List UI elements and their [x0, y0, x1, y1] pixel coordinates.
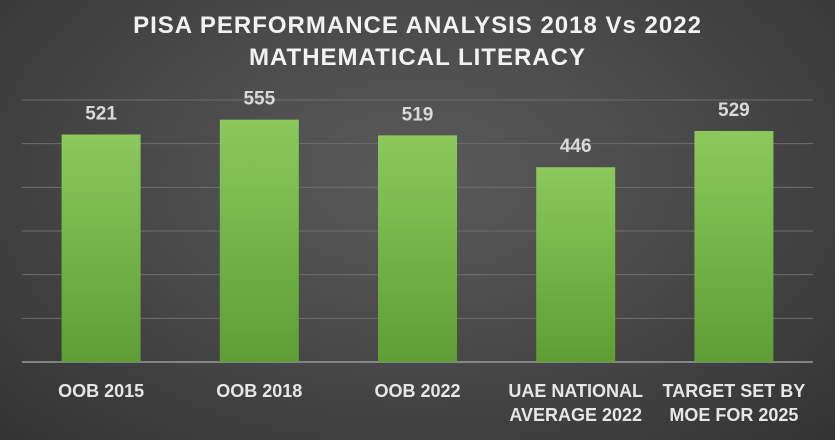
- value-label: 519: [402, 104, 434, 125]
- value-label: 555: [243, 89, 275, 110]
- category-labels: OOB 2015 OOB 2018 OOB 2022 UAE NATIONAL AVER…: [58, 381, 805, 425]
- bar: [536, 167, 616, 362]
- category-label: TARGET SET BY: [663, 381, 806, 401]
- category-label: UAE NATIONAL: [508, 381, 643, 401]
- category-label: OOB 2022: [374, 381, 460, 401]
- category-label: OOB 2018: [216, 381, 302, 401]
- category-label: OOB 2015: [58, 381, 144, 401]
- bar: [694, 131, 774, 362]
- value-label: 529: [718, 100, 750, 121]
- bar: [219, 119, 299, 363]
- category-label: AVERAGE 2022: [509, 405, 642, 425]
- bar: [61, 134, 141, 362]
- bars: [61, 119, 774, 363]
- bar: [378, 135, 457, 362]
- chart-title-line-1: PISA PERFORMANCE ANALYSIS 2018 Vs 2022: [133, 12, 702, 39]
- value-label: 521: [85, 103, 117, 124]
- chart-title: PISA PERFORMANCE ANALYSIS 2018 Vs 2022 M…: [0, 10, 835, 74]
- value-labels: 521 555 519 446 529: [85, 89, 750, 158]
- category-label: MOE FOR 2025: [669, 405, 798, 425]
- chart-title-line-2: MATHEMATICAL LITERACY: [249, 44, 586, 71]
- value-label: 446: [560, 136, 592, 157]
